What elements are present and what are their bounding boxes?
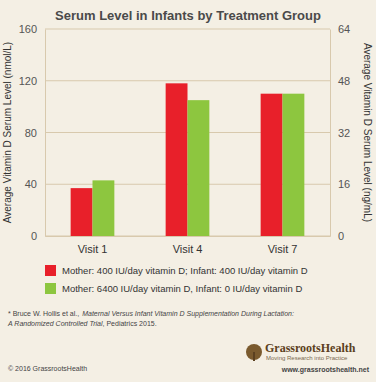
bar-series (93, 94, 305, 236)
chart-svg: Serum Level in Infants by Treatment Grou… (0, 0, 376, 382)
source-line: A Randomized Controlled Trial, Pediatric… (7, 320, 157, 327)
y2-tick: 32 (330, 127, 350, 139)
bar (71, 188, 93, 236)
legend-label: Mother: 6400 IU/day vitamin D, Infant: 0… (62, 283, 302, 294)
bar (283, 94, 305, 236)
bar (261, 94, 283, 236)
x-tick-label: Visit 4 (173, 243, 203, 255)
grid-line (45, 80, 330, 81)
y-tick: 40 (25, 178, 45, 190)
y-tick-label: 80 (25, 127, 37, 139)
y2-tick-label: 48 (338, 75, 350, 87)
x-tick: Visit 1 (78, 236, 108, 255)
legend-item: Mother: 6400 IU/day vitamin D, Infant: 0… (45, 283, 302, 294)
y2-axis-title: Average Vitamin D Serum Level (ng/mL) (362, 43, 373, 222)
source-title: Maternal Versus Infant Vitamin D Supplem… (82, 310, 294, 318)
logo: GrassrootsHealthMoving Research into Pra… (246, 341, 370, 374)
y-tick-label: 120 (19, 75, 37, 87)
source-title: A Randomized Controlled Trial (7, 320, 103, 327)
source-author: * Bruce W. Hollis et al., (8, 310, 79, 317)
logo-icon (253, 352, 255, 361)
grid (45, 29, 330, 236)
y2-tick: 0 (330, 230, 344, 242)
y-tick-label: 160 (19, 23, 37, 35)
y-axis-title: Average Vitamin D Serum Level (nmol/L) (2, 42, 13, 223)
bar (166, 83, 188, 236)
y-tick: 80 (25, 127, 45, 139)
chart-container: Serum Level in Infants by Treatment Grou… (0, 0, 376, 382)
logo-url: www.grassrootshealth.net (281, 366, 370, 374)
y-axis-line (45, 30, 46, 237)
y2-axis: 0 16 32 48 64 (330, 23, 350, 242)
bars (71, 83, 305, 236)
bar (93, 180, 115, 236)
logo-tagline: Moving Research into Practice (266, 355, 348, 361)
y2-tick: 16 (330, 178, 350, 190)
legend-item: Mother: 400 IU/day vitamin D; Infant: 40… (45, 265, 308, 276)
x-axis-line (46, 236, 331, 237)
x-tick: Visit 7 (268, 236, 298, 255)
bar (188, 100, 210, 236)
x-axis: Visit 1 Visit 4 Visit 7 (46, 236, 331, 255)
legend-swatch (45, 265, 56, 276)
y2-tick-label: 64 (338, 23, 350, 35)
y-tick: 0 (31, 230, 45, 242)
copyright: © 2016 GrassrootsHealth (8, 365, 87, 372)
x-tick: Visit 4 (173, 236, 203, 255)
y-tick-label: 0 (31, 230, 37, 242)
legend-label: Mother: 400 IU/day vitamin D; Infant: 40… (62, 265, 308, 276)
x-tick-label: Visit 1 (78, 243, 108, 255)
background (0, 0, 376, 382)
y2-tick-label: 32 (338, 127, 350, 139)
logo-name: GrassrootsHealth (265, 341, 356, 355)
y-axis: 0 40 80 120 160 (19, 23, 46, 242)
source-journal: , Pediatrics 2015. (103, 320, 157, 327)
bar-series (71, 83, 283, 236)
source-line: * Bruce W. Hollis et al.,Maternal Versus… (8, 310, 294, 318)
legend: Mother: 400 IU/day vitamin D; Infant: 40… (45, 265, 308, 294)
logo-icon (246, 344, 262, 360)
y2-axis-line (330, 30, 331, 237)
grid-line (45, 29, 330, 30)
legend-swatch (45, 283, 56, 294)
title: Serum Level in Infants by Treatment Grou… (55, 8, 321, 23)
y-tick-label: 40 (25, 178, 37, 190)
x-tick-label: Visit 7 (268, 243, 298, 255)
y2-tick-label: 16 (338, 178, 350, 190)
y-tick: 160 (19, 23, 45, 35)
y2-tick: 64 (330, 23, 350, 35)
y2-tick: 48 (330, 75, 350, 87)
y2-tick-label: 0 (338, 230, 344, 242)
y-tick: 120 (19, 75, 45, 87)
